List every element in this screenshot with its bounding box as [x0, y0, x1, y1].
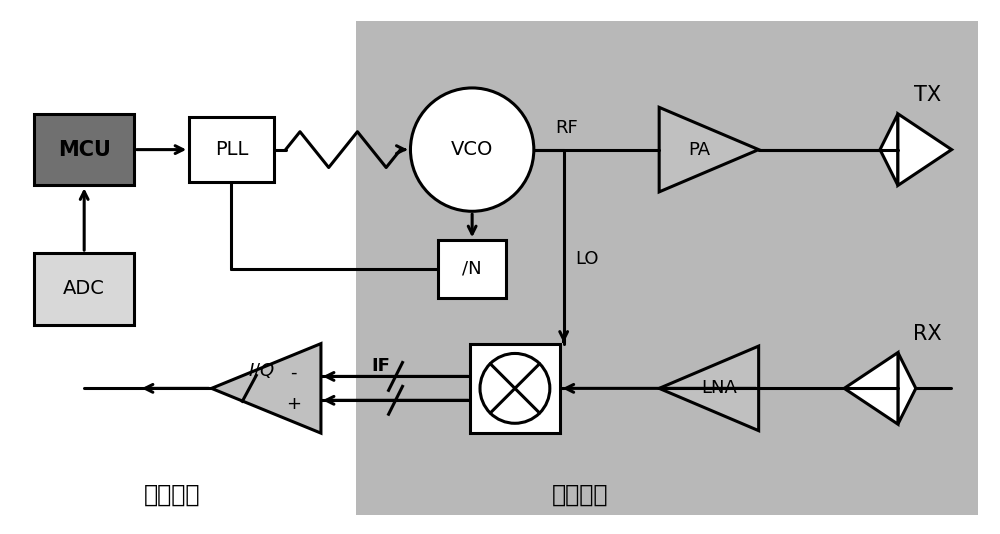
Polygon shape: [212, 343, 321, 433]
Text: RX: RX: [913, 324, 942, 344]
Text: MCU: MCU: [58, 139, 111, 160]
Text: RF: RF: [556, 119, 578, 137]
Text: IF: IF: [371, 357, 390, 375]
Text: /N: /N: [462, 260, 482, 278]
Text: VCO: VCO: [451, 140, 493, 159]
Text: +: +: [286, 396, 301, 413]
Bar: [189, 117, 274, 182]
Circle shape: [410, 88, 534, 211]
Polygon shape: [659, 107, 759, 192]
Bar: [356, 21, 978, 515]
Text: $I/Q$: $I/Q$: [248, 361, 275, 380]
Polygon shape: [898, 352, 916, 424]
Text: 雷达模块: 雷达模块: [551, 483, 608, 507]
Polygon shape: [880, 114, 898, 185]
Text: PA: PA: [688, 140, 710, 159]
Bar: [34, 114, 134, 185]
Polygon shape: [898, 114, 952, 185]
Polygon shape: [844, 352, 898, 424]
Text: ADC: ADC: [63, 279, 105, 299]
Text: PLL: PLL: [215, 140, 248, 159]
Circle shape: [480, 354, 550, 423]
Text: -: -: [290, 363, 297, 381]
Bar: [438, 240, 506, 298]
Bar: [34, 253, 134, 325]
Polygon shape: [659, 346, 759, 430]
Text: LNA: LNA: [701, 379, 737, 397]
Bar: [470, 343, 560, 433]
Text: LO: LO: [576, 250, 599, 268]
Text: 中频放大: 中频放大: [143, 483, 200, 507]
Text: TX: TX: [914, 85, 941, 105]
